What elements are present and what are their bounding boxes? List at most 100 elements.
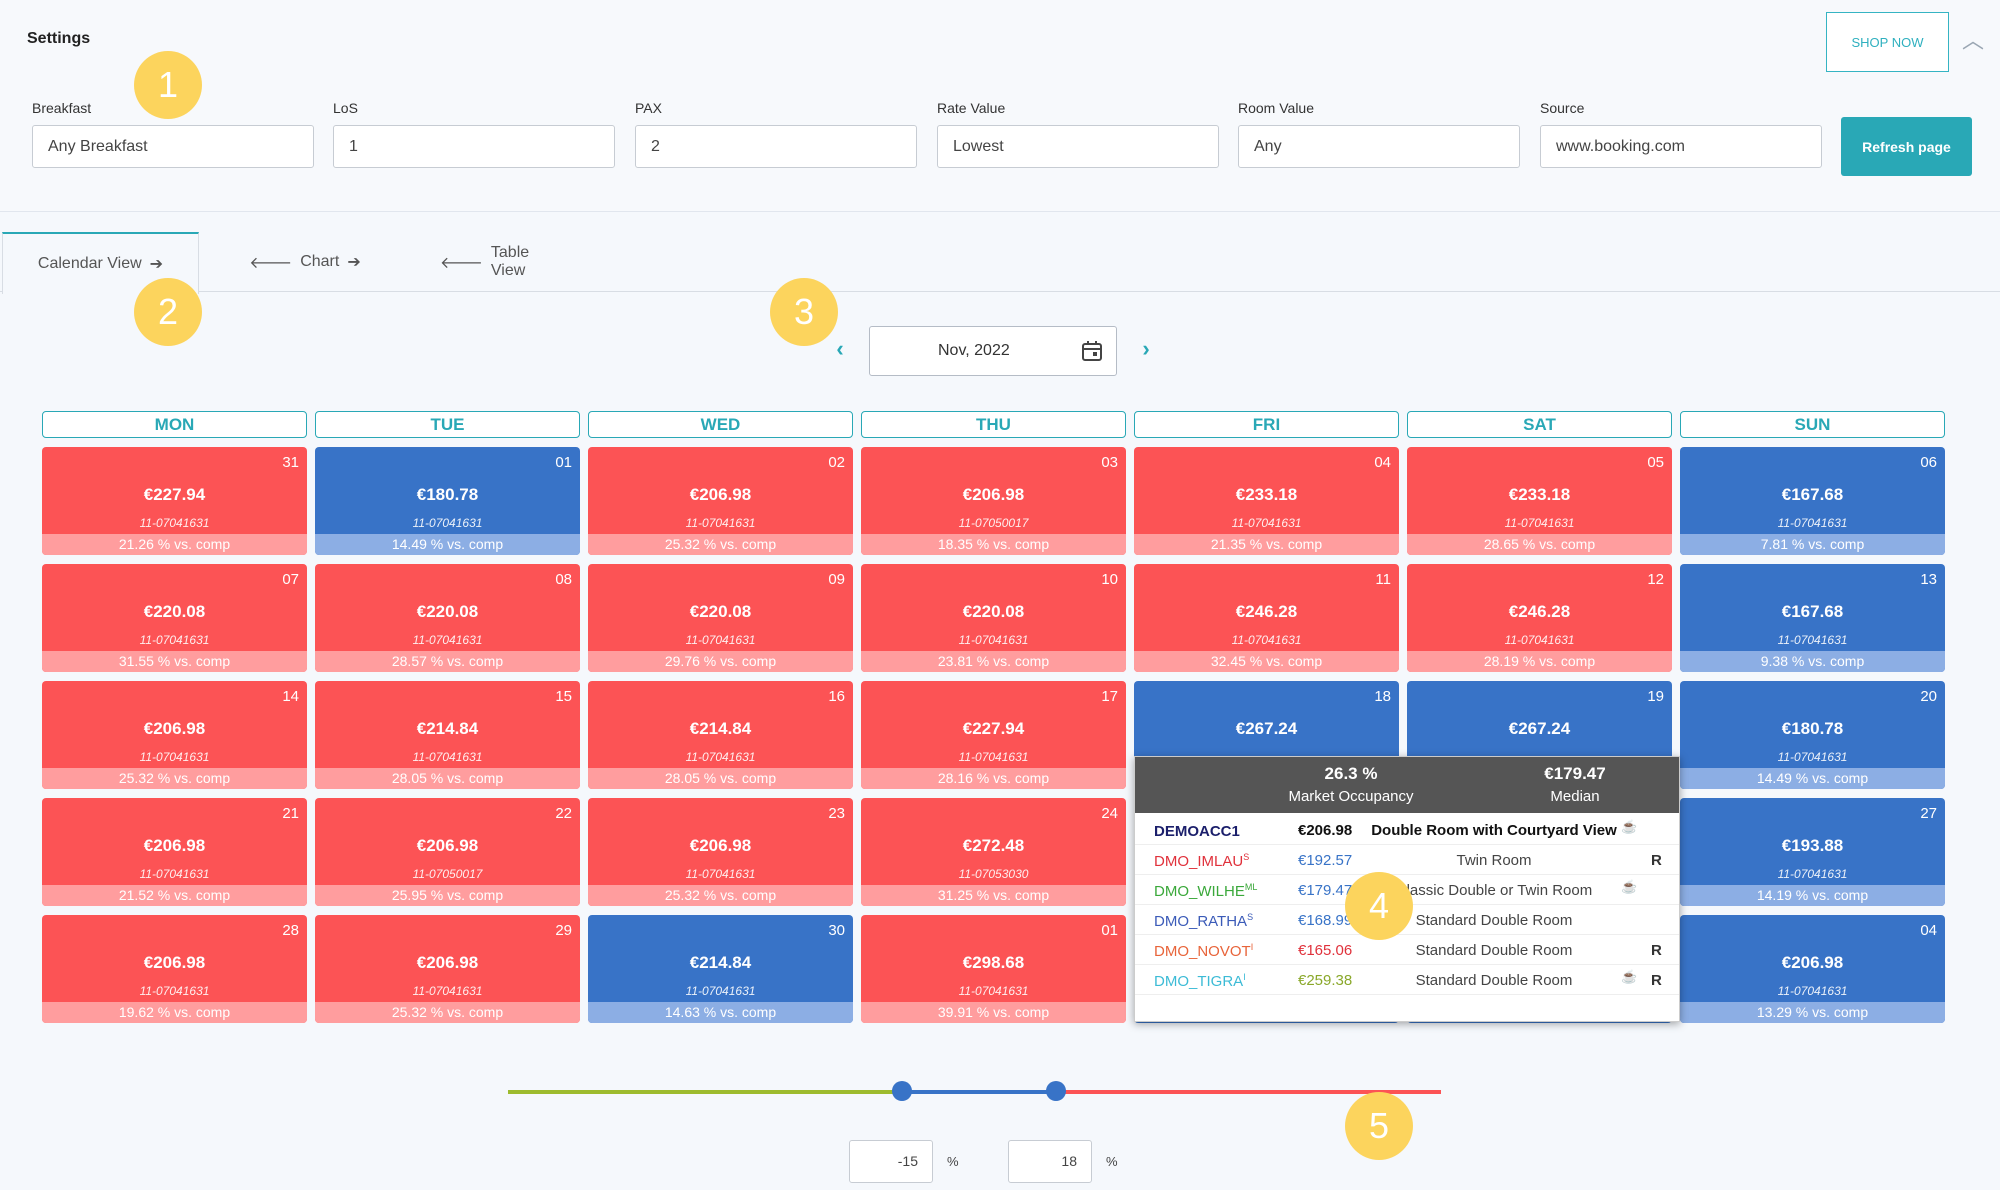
market-occupancy: 26.3 % Market Occupancy — [1251, 764, 1451, 805]
month-label: Nov, 2022 — [938, 342, 1010, 359]
competitor-name: DMO_IMLAUS — [1154, 852, 1249, 870]
month-picker[interactable]: Nov, 2022 — [869, 326, 1117, 376]
vs-comp: 14.63 % vs. comp — [588, 1002, 853, 1023]
vs-comp: 7.81 % vs. comp — [1680, 534, 1945, 555]
day-header-tue: TUE — [315, 411, 580, 438]
day-number: 16 — [828, 688, 845, 705]
rate-code: 11-07041631 — [1504, 516, 1575, 530]
calendar-day-cell[interactable]: 27 €193.88 11-07041631 14.19 % vs. comp — [1680, 798, 1945, 906]
competitor-name-text: DEMOACC1 — [1154, 823, 1240, 840]
callout-1: 1 — [134, 51, 202, 119]
calendar-day-cell[interactable]: 04 €233.18 11-07041631 21.35 % vs. comp — [1134, 447, 1399, 555]
source-select[interactable]: www.booking.com — [1540, 125, 1822, 168]
calendar-day-cell[interactable]: 04 €206.98 11-07041631 13.29 % vs. comp — [1680, 915, 1945, 1023]
rate-value: €298.68 — [962, 953, 1025, 972]
room-name: Standard Double Room — [1415, 942, 1573, 959]
calendar-day-cell[interactable]: 13 €167.68 11-07041631 9.38 % vs. comp — [1680, 564, 1945, 672]
vs-comp: 18.35 % vs. comp — [861, 534, 1126, 555]
calendar-day-cell[interactable]: 09 €220.08 11-07041631 29.76 % vs. comp — [588, 564, 853, 672]
rate-value-select[interactable]: Lowest — [937, 125, 1219, 168]
day-number: 30 — [828, 922, 845, 939]
tab-table-view[interactable]: 🡐 Table View — [440, 232, 560, 292]
calendar-day-cell[interactable]: 03 €206.98 11-07050017 18.35 % vs. comp — [861, 447, 1126, 555]
calendar-day-cell[interactable]: 23 €206.98 11-07041631 25.32 % vs. comp — [588, 798, 853, 906]
refundable-flag: R — [1651, 852, 1662, 869]
tab-chart[interactable]: 🡐 Chart ➔ — [240, 232, 370, 292]
calendar-day-cell[interactable]: 12 €246.28 11-07041631 28.19 % vs. comp — [1407, 564, 1672, 672]
next-month-button[interactable]: › — [1142, 336, 1150, 361]
prev-month-button[interactable]: ‹ — [836, 336, 844, 361]
competitor-row: DEMOACC1 €206.98 Double Room with Courtyar… — [1135, 815, 1679, 845]
competitor-name-text: DMO_RATHA — [1154, 913, 1248, 930]
tooltip-header: 26.3 % Market Occupancy €179.47 Median — [1135, 757, 1679, 813]
rate-value: €220.08 — [143, 602, 206, 621]
calendar-day-cell[interactable]: 16 €214.84 11-07041631 28.05 % vs. comp — [588, 681, 853, 789]
calendar-day-cell[interactable]: 10 €220.08 11-07041631 23.81 % vs. comp — [861, 564, 1126, 672]
los-input[interactable]: 1 — [333, 125, 615, 168]
refresh-page-button[interactable]: Refresh page — [1841, 117, 1972, 176]
pax-input[interactable]: 2 — [635, 125, 917, 168]
calendar-day-cell[interactable]: 14 €206.98 11-07041631 25.32 % vs. comp — [42, 681, 307, 789]
calendar-day-cell[interactable]: 29 €206.98 11-07041631 25.32 % vs. comp — [315, 915, 580, 1023]
vs-comp: 28.65 % vs. comp — [1407, 534, 1672, 555]
day-number: 24 — [1101, 805, 1118, 822]
day-number: 10 — [1101, 571, 1118, 588]
competitor-price: €192.57 — [1298, 852, 1353, 869]
breakfast-icon: ☕ — [1621, 969, 1638, 984]
calendar-day-cell[interactable]: 28 €206.98 11-07041631 19.62 % vs. comp — [42, 915, 307, 1023]
calendar-day-cell[interactable]: 07 €220.08 11-07041631 31.55 % vs. comp — [42, 564, 307, 672]
calendar-day-cell[interactable]: 24 €272.48 11-07053030 31.25 % vs. comp — [861, 798, 1126, 906]
slider-high-handle[interactable] — [1046, 1081, 1066, 1101]
competitor-suffix: S — [1247, 912, 1254, 922]
room-name: Standard Double Room — [1415, 972, 1573, 989]
occupancy-value: 26.3 % — [1324, 764, 1378, 783]
calendar-day-cell[interactable]: 15 €214.84 11-07041631 28.05 % vs. comp — [315, 681, 580, 789]
calendar-day-cell[interactable]: 08 €220.08 11-07041631 28.57 % vs. comp — [315, 564, 580, 672]
calendar-day-cell[interactable]: 31 €227.94 11-07041631 21.26 % vs. comp — [42, 447, 307, 555]
rate-value: €272.48 — [962, 836, 1025, 855]
vs-comp: 31.55 % vs. comp — [42, 651, 307, 672]
settings-panel: Settings SHOP NOW ︿ Breakfast Any Breakf… — [0, 0, 2000, 212]
day-number: 23 — [828, 805, 845, 822]
competitor-row: DMO_IMLAUS €192.57 Twin Room R — [1135, 845, 1679, 875]
calendar-day-cell[interactable]: 01 €180.78 11-07041631 14.49 % vs. comp — [315, 447, 580, 555]
rate-code: 11-07041631 — [685, 867, 756, 881]
shop-now-button[interactable]: SHOP NOW — [1826, 12, 1949, 72]
rate-code: 11-07050017 — [958, 516, 1029, 530]
calendar-day-cell[interactable]: 02 €206.98 11-07041631 25.32 % vs. comp — [588, 447, 853, 555]
breakfast-select[interactable]: Any Breakfast — [32, 125, 314, 168]
day-number: 22 — [555, 805, 572, 822]
calendar-day-cell[interactable]: 11 €246.28 11-07041631 32.45 % vs. comp — [1134, 564, 1399, 672]
vs-comp: 14.19 % vs. comp — [1680, 885, 1945, 906]
calendar-icon[interactable] — [1080, 339, 1104, 363]
rate-value: €193.88 — [1781, 836, 1844, 855]
room-name: Double Room with Courtyard View — [1371, 822, 1617, 839]
high-percent-sign: % — [1106, 1154, 1118, 1169]
slider-low-handle[interactable] — [892, 1081, 912, 1101]
calendar-day-cell[interactable]: 30 €214.84 11-07041631 14.63 % vs. comp — [588, 915, 853, 1023]
rate-value: €206.98 — [962, 485, 1025, 504]
day-number: 17 — [1101, 688, 1118, 705]
arrow-right-icon: ➔ — [149, 256, 164, 273]
rate-value: €214.84 — [416, 719, 479, 738]
day-number: 05 — [1647, 454, 1664, 471]
low-threshold-input[interactable]: -15 — [849, 1140, 933, 1183]
rate-code: 11-07041631 — [1777, 633, 1848, 647]
tab-calendar-view[interactable]: Calendar View ➔ — [2, 232, 199, 294]
calendar-day-cell[interactable]: 05 €233.18 11-07041631 28.65 % vs. comp — [1407, 447, 1672, 555]
day-number: 11 — [1375, 571, 1391, 588]
calendar-day-cell[interactable]: 21 €206.98 11-07041631 21.52 % vs. comp — [42, 798, 307, 906]
rate-code: 11-07041631 — [685, 516, 756, 530]
calendar-day-cell[interactable]: 01 €298.68 11-07041631 39.91 % vs. comp — [861, 915, 1126, 1023]
room-value-label: Room Value — [1238, 100, 1315, 116]
chevron-up-icon[interactable]: ︿ — [1962, 28, 1985, 53]
calendar-day-cell[interactable]: 22 €206.98 11-07050017 25.95 % vs. comp — [315, 798, 580, 906]
vs-comp: 28.57 % vs. comp — [315, 651, 580, 672]
room-value-select[interactable]: Any — [1238, 125, 1520, 168]
rate-code: 11-07041631 — [139, 984, 210, 998]
high-threshold-input[interactable]: 18 — [1008, 1140, 1092, 1183]
calendar-day-cell[interactable]: 17 €227.94 11-07041631 28.16 % vs. comp — [861, 681, 1126, 789]
calendar-day-cell[interactable]: 06 €167.68 11-07041631 7.81 % vs. comp — [1680, 447, 1945, 555]
calendar-day-cell[interactable]: 20 €180.78 11-07041631 14.49 % vs. comp — [1680, 681, 1945, 789]
rate-value: €267.24 — [1508, 719, 1571, 738]
